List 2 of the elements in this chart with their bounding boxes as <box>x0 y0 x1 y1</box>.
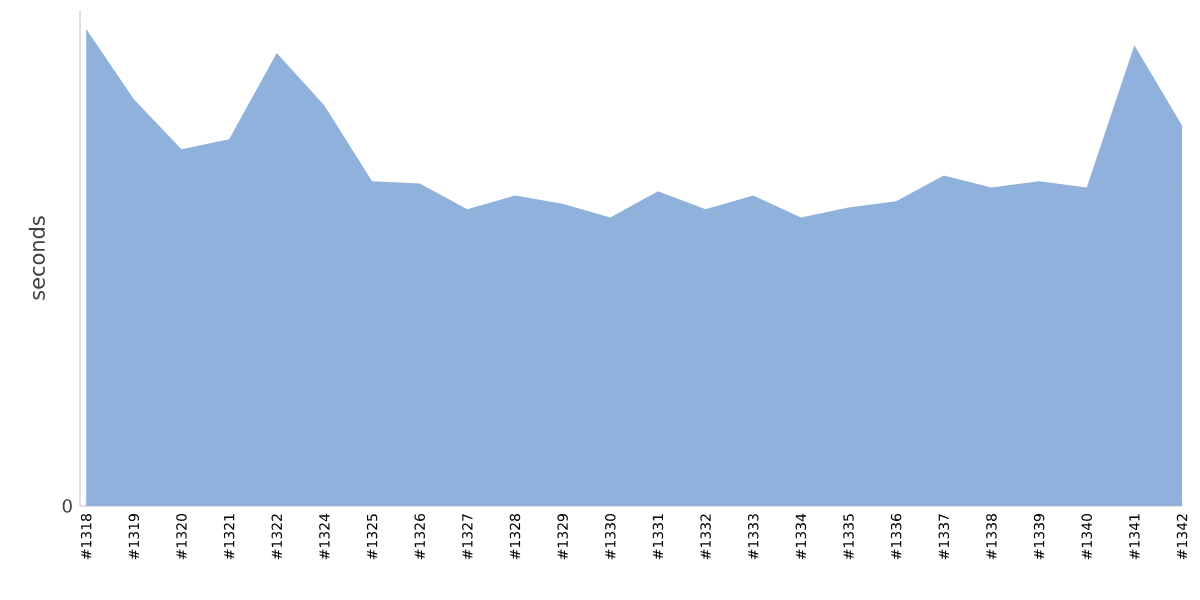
y-axis-title: seconds <box>28 216 45 300</box>
text: 0 <box>62 499 72 513</box>
